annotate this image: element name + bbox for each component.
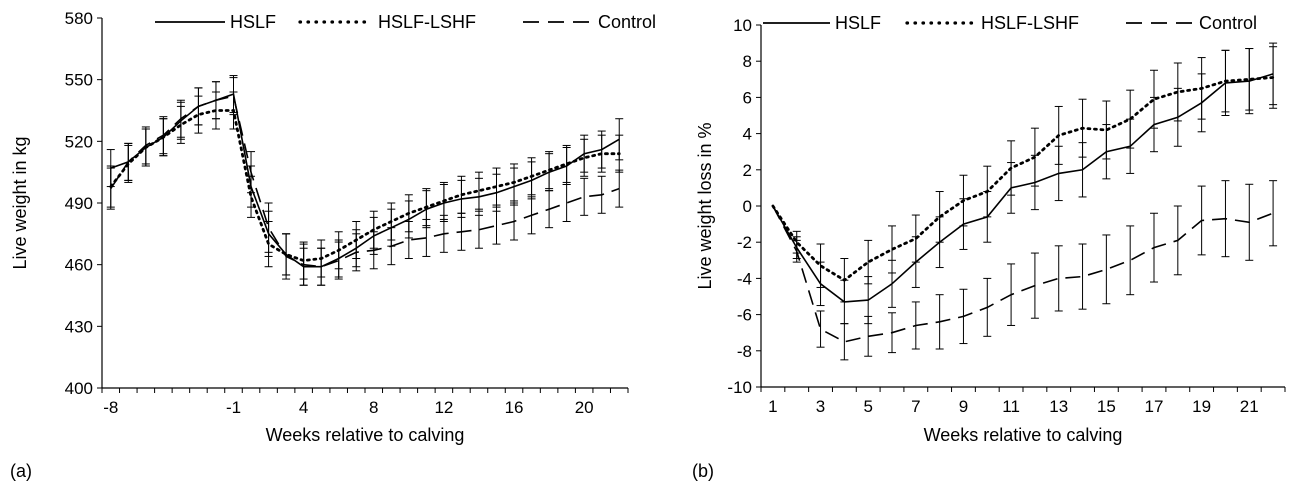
legend-label: Control <box>598 12 656 32</box>
x-tick-label: 1 <box>768 397 777 416</box>
y-tick-label: -8 <box>737 342 752 361</box>
x-tick-label: 21 <box>1240 397 1259 416</box>
panel-label: (a) <box>10 461 32 481</box>
series-line <box>772 73 1274 303</box>
series-control <box>772 180 1278 361</box>
y-tick-label: 8 <box>743 52 752 71</box>
x-tick-label: -8 <box>103 398 118 417</box>
legend-label: HSLF-LSHF <box>378 12 476 32</box>
y-tick-label: 4 <box>743 125 752 144</box>
x-tick-label: 20 <box>575 398 594 417</box>
y-tick-label: 400 <box>65 379 93 398</box>
x-tick-label: 17 <box>1145 397 1164 416</box>
series-line <box>109 109 621 263</box>
y-tick-label: -2 <box>737 233 752 252</box>
y-tick-label: -10 <box>727 378 752 397</box>
x-tick-label: 12 <box>434 398 453 417</box>
x-tick-label: 8 <box>369 398 378 417</box>
x-axis-title: Weeks relative to calving <box>266 425 465 445</box>
x-tick-label: 11 <box>1002 397 1020 416</box>
y-tick-label: 520 <box>65 132 93 151</box>
legend-label: HSLF <box>835 13 881 33</box>
x-tick-label: -1 <box>226 398 241 417</box>
y-tick-label: 10 <box>733 16 752 35</box>
y-tick-label: 550 <box>65 71 93 90</box>
x-tick-label: 19 <box>1192 397 1211 416</box>
x-axis-title: Weeks relative to calving <box>924 425 1123 445</box>
y-tick-label: 490 <box>65 194 93 213</box>
y-tick-label: 430 <box>65 317 93 336</box>
x-tick-label: 7 <box>911 397 920 416</box>
series-line <box>772 205 1274 343</box>
x-tick-label: 3 <box>816 397 825 416</box>
y-tick-label: 580 <box>65 9 93 28</box>
x-tick-label: 13 <box>1049 397 1068 416</box>
series-control <box>106 77 624 286</box>
y-tick-label: 6 <box>743 88 752 107</box>
x-tick-label: 16 <box>505 398 524 417</box>
x-tick-label: 5 <box>863 397 872 416</box>
y-tick-label: 0 <box>743 197 752 216</box>
y-tick-label: 460 <box>65 256 93 275</box>
x-tick-label: 9 <box>959 397 968 416</box>
y-tick-label: -4 <box>737 269 752 288</box>
chart-a: 400 430 460 490 520 550 580 -8 -1 4 8 12 16 20 Weeks r… <box>10 9 656 481</box>
series-line <box>110 95 620 268</box>
x-tick-label: 15 <box>1097 397 1116 416</box>
y-axis-title: Live weight loss in % <box>695 122 715 289</box>
series-line <box>771 76 1275 282</box>
y-axis-title: Live weight in kg <box>10 136 30 269</box>
y-tick-label: 2 <box>743 161 752 180</box>
x-tick-label: 4 <box>299 398 308 417</box>
legend-label: HSLF-LSHF <box>981 13 1079 33</box>
legend-label: HSLF <box>230 12 276 32</box>
y-tick-label: -6 <box>737 306 752 325</box>
legend-label: Control <box>1199 13 1257 33</box>
panel-label: (b) <box>692 461 714 481</box>
